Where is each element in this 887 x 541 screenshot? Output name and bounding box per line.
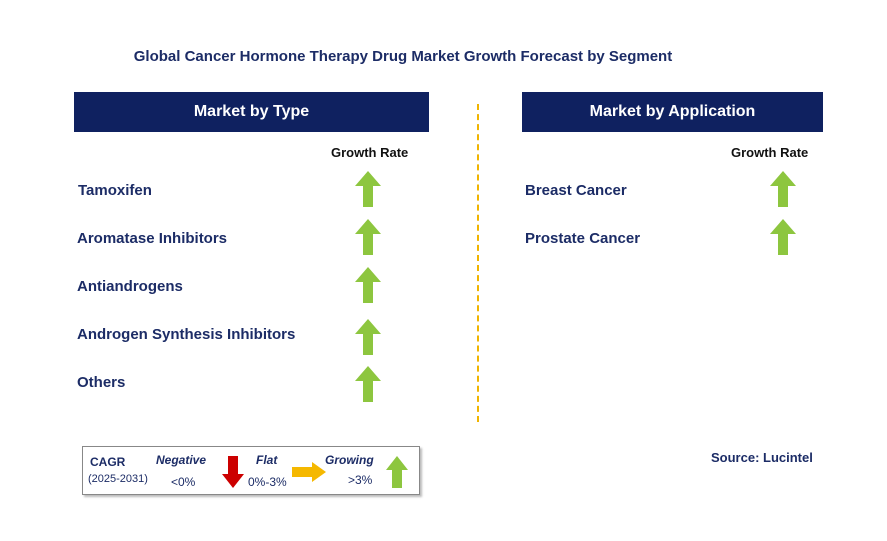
- growing-arrow-up-icon: [386, 456, 408, 488]
- legend-negative-range: <0%: [171, 475, 196, 489]
- legend-flat-range: 0%-3%: [248, 475, 287, 489]
- application-item-breast-cancer: Breast Cancer: [525, 182, 627, 199]
- growing-arrow-up-icon: [770, 171, 796, 207]
- page-title: Global Cancer Hormone Therapy Drug Marke…: [133, 48, 673, 65]
- cagr-legend: CAGR (2025-2031) Negative <0% Flat 0%-3%…: [82, 446, 420, 495]
- negative-arrow-down-icon: [222, 456, 244, 488]
- application-growth-rate-header: Growth Rate: [731, 145, 809, 160]
- growing-arrow-up-icon: [355, 219, 381, 255]
- legend-growing-range: >3%: [348, 473, 373, 487]
- growing-arrow-up-icon: [770, 219, 796, 255]
- type-growth-rate-header: Growth Rate: [331, 145, 409, 160]
- market-by-type-header: Market by Type: [74, 92, 429, 132]
- market-by-application-header: Market by Application: [522, 92, 823, 132]
- growing-arrow-up-icon: [355, 171, 381, 207]
- legend-period: (2025-2031): [88, 473, 148, 485]
- legend-negative-label: Negative: [156, 453, 207, 467]
- flat-arrow-right-icon: [292, 462, 326, 482]
- source-label: Source: Lucintel: [711, 450, 813, 465]
- legend-cagr-label: CAGR: [90, 455, 126, 469]
- type-item-androgen-synthesis-inhibitors: Androgen Synthesis Inhibitors: [77, 326, 296, 343]
- panel-divider: [477, 104, 479, 422]
- growing-arrow-up-icon: [355, 267, 381, 303]
- legend-growing-label: Growing: [325, 453, 374, 467]
- application-item-prostate-cancer: Prostate Cancer: [525, 230, 641, 247]
- type-item-antiandrogens: Antiandrogens: [77, 278, 183, 295]
- growing-arrow-up-icon: [355, 366, 381, 402]
- type-item-tamoxifen: Tamoxifen: [78, 182, 152, 199]
- growing-arrow-up-icon: [355, 319, 381, 355]
- type-item-aromatase-inhibitors: Aromatase Inhibitors: [77, 230, 228, 247]
- type-item-others: Others: [77, 374, 126, 391]
- legend-flat-label: Flat: [256, 453, 278, 467]
